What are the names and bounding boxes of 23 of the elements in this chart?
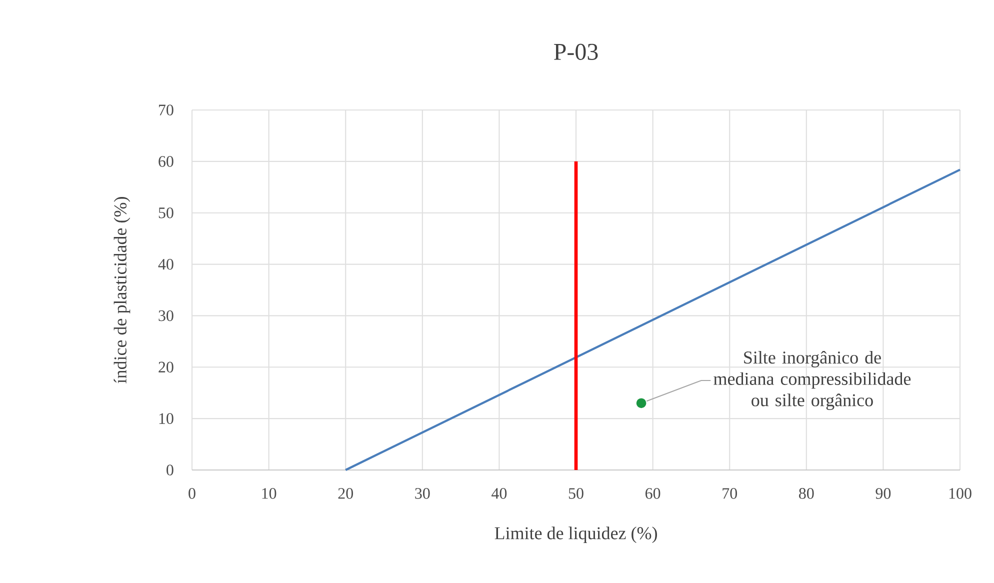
y-tick-label: 70 [159, 104, 174, 116]
x-tick-label: 0 [188, 488, 196, 499]
x-tick-label: 100 [949, 488, 972, 499]
y-tick-label: 10 [159, 413, 174, 424]
x-axis-title: Limite de liquidez (%) [494, 526, 657, 543]
x-tick-label: 40 [492, 488, 507, 499]
x-tick-label: 30 [415, 488, 430, 499]
y-tick-label: 40 [158, 258, 174, 270]
y-tick-label: 30 [158, 310, 174, 322]
y-axis-title: índice de plasticidade (%) [114, 197, 130, 384]
x-tick-label: 60 [646, 488, 660, 499]
chart-title: P-03 [554, 44, 598, 60]
x-tick-label: 90 [876, 488, 891, 499]
x-tick-label: 50 [568, 488, 584, 499]
x-tick-label: 20 [338, 488, 353, 499]
y-tick-label: 20 [158, 362, 174, 373]
annotation: Silte inorgânico de mediana compressibilidade ou silte orgânico [714, 350, 911, 410]
y-tick-label: 50 [158, 207, 174, 218]
x-tick-label: 70 [722, 488, 737, 499]
y-tick-label: 0 [166, 464, 174, 476]
y-tick-label: 60 [158, 156, 174, 167]
x-tick-label: 10 [262, 488, 276, 499]
x-tick-label: 80 [799, 488, 814, 499]
